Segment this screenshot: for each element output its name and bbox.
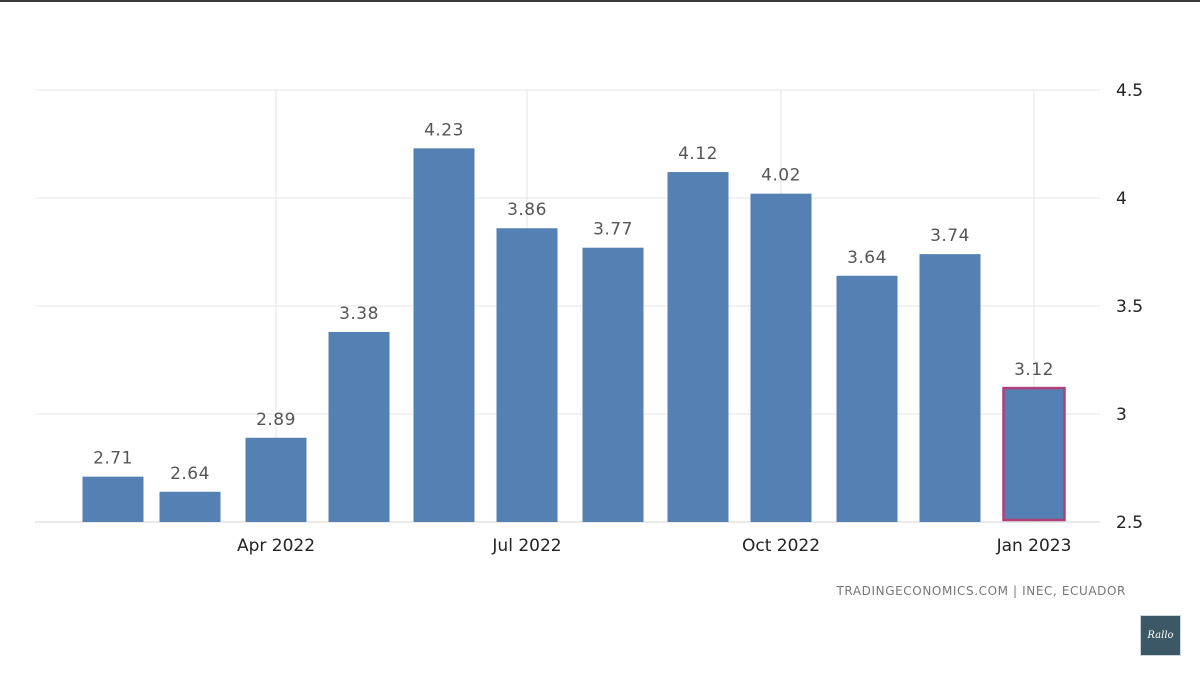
- data-label-8: 4.02: [761, 166, 801, 186]
- bar-2: [245, 437, 307, 522]
- bar-10: [919, 254, 981, 522]
- bar-6: [582, 247, 644, 522]
- x-tick-label-0: Apr 2022: [237, 536, 315, 556]
- x-tick-label-2: Oct 2022: [742, 536, 820, 556]
- data-label-5: 3.86: [507, 200, 547, 220]
- x-tick-label-3: Jan 2023: [996, 536, 1072, 556]
- data-label-9: 3.64: [847, 248, 887, 268]
- rallo-logo: Rallo: [1140, 615, 1181, 656]
- data-label-3: 3.38: [339, 304, 379, 324]
- bar-9: [836, 275, 898, 522]
- data-label-4: 4.23: [424, 120, 464, 140]
- top-border: [0, 0, 1200, 2]
- bar-7: [667, 172, 729, 522]
- y-tick-label-3: 4: [1116, 189, 1127, 209]
- bar-4: [413, 148, 475, 522]
- y-tick-label-4: 4.5: [1116, 81, 1143, 101]
- bar-11: [1002, 386, 1066, 522]
- data-label-10: 3.74: [930, 226, 970, 246]
- source-attribution[interactable]: TRADINGECONOMICS.COM | INEC, ECUADOR: [836, 584, 1126, 598]
- data-label-6: 3.77: [593, 220, 633, 240]
- y-tick-label-0: 2.5: [1116, 513, 1143, 533]
- bar-3: [328, 331, 390, 522]
- data-label-2: 2.89: [256, 410, 296, 430]
- data-label-7: 4.12: [678, 144, 718, 164]
- bar-0: [82, 476, 144, 522]
- y-tick-label-2: 3.5: [1116, 297, 1143, 317]
- data-label-1: 2.64: [170, 464, 210, 484]
- logo-text: Rallo: [1147, 630, 1174, 641]
- x-tick-label-1: Jul 2022: [491, 536, 561, 556]
- data-label-0: 2.71: [93, 449, 133, 469]
- y-tick-label-1: 3: [1116, 405, 1127, 425]
- bar-8: [750, 193, 812, 522]
- data-label-11: 3.12: [1014, 360, 1054, 380]
- bar-1: [159, 491, 221, 522]
- bar-5: [496, 228, 558, 523]
